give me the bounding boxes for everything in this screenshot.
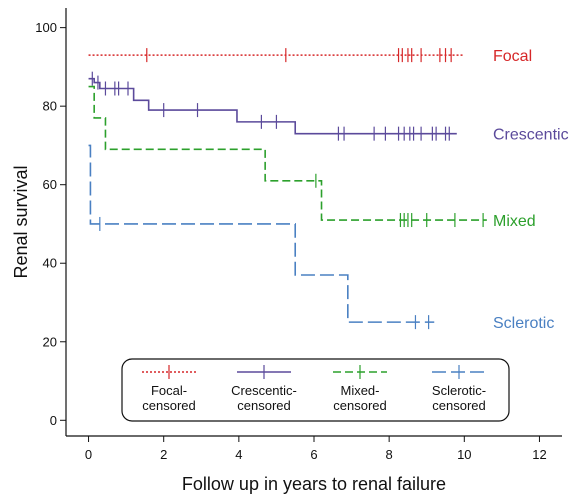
x-tick-label: 2 [160,447,167,462]
legend-label-mixed: Mixed-censored [333,383,386,413]
y-tick-label: 80 [43,99,57,114]
x-tick-label: 0 [85,447,92,462]
series-line-mixed [88,85,487,221]
series-labels: Focal Crescentic Mixed Sclerotic [493,48,569,332]
series-label-focal: Focal [493,48,532,65]
series-line-sclerotic [88,144,435,323]
series-label-crescentic: Crescentic [493,127,569,144]
y-tick-label: 100 [35,20,57,35]
series-label-mixed: Mixed [493,213,536,230]
y-tick-label: 0 [50,413,57,428]
axes: 0 2 4 6 8 10 12 0 20 40 60 80 100 [35,8,562,462]
series-label-sclerotic: Sclerotic [493,315,554,332]
legend-label-crescentic: Crescentic-censored [231,383,297,413]
x-tick-label: 4 [235,447,242,462]
legend-label-focal: Focal-censored [142,383,195,413]
legend-label-sclerotic: Sclerotic-censored [432,383,486,413]
y-tick-label: 20 [43,334,57,349]
x-axis-title: Follow up in years to renal failure [182,474,446,494]
legend-box [121,358,510,422]
y-axis-title: Renal survival [11,165,31,278]
legend: Focal-censored Crescentic-censored Mixed-c… [121,358,510,422]
plot-area [88,48,487,330]
x-tick-label: 8 [386,447,393,462]
x-tick-label: 12 [532,447,546,462]
y-tick-label: 40 [43,256,57,271]
x-tick-label: 6 [310,447,317,462]
y-tick-label: 60 [43,177,57,192]
series-line-crescentic [88,77,457,135]
x-tick-label: 10 [457,447,471,462]
